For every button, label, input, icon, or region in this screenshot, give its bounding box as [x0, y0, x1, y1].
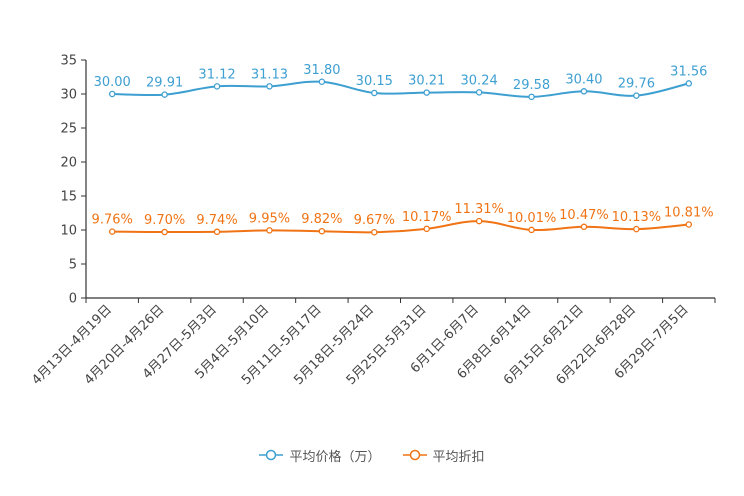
data-label-price: 29.58	[513, 78, 550, 93]
data-point-discount	[528, 226, 535, 234]
data-point-discount	[685, 221, 693, 228]
series-line-discount	[112, 220, 689, 234]
y-tick-label: 25	[60, 122, 77, 137]
data-point-price	[528, 93, 535, 101]
data-point-discount	[423, 225, 430, 233]
data-point-discount	[371, 228, 378, 236]
data-label-discount: 9.70%	[144, 213, 185, 228]
y-tick-label: 5	[69, 258, 77, 273]
legend-price-label: 平均价格（万）	[289, 449, 381, 465]
data-point-price	[213, 83, 221, 90]
data-label-price: 30.24	[461, 73, 498, 88]
series-line-price	[112, 80, 690, 98]
data-label-price: 29.76	[618, 77, 655, 92]
data-label-price: 30.15	[356, 74, 393, 89]
data-label-price: 31.80	[303, 63, 340, 78]
legend-item-discount[interactable]: 平均折扣	[402, 446, 485, 465]
data-label-price: 29.91	[146, 76, 183, 91]
data-label-discount: 10.17%	[402, 210, 452, 225]
data-point-discount	[475, 217, 483, 225]
legend-discount-marker-icon	[402, 449, 427, 461]
y-tick-label: 20	[60, 156, 77, 171]
legend-price-marker-icon	[259, 449, 284, 461]
data-label-discount: 9.95%	[249, 211, 290, 226]
data-label-price: 30.21	[408, 74, 445, 89]
data-label-price: 30.40	[565, 72, 602, 87]
y-tick-label: 30	[60, 88, 77, 103]
data-label-price: 31.13	[251, 67, 288, 82]
data-point-price	[266, 83, 273, 90]
data-label-price: 31.12	[198, 67, 235, 82]
data-label-discount: 9.82%	[301, 212, 342, 227]
data-point-discount	[161, 228, 168, 236]
data-point-discount	[213, 228, 221, 236]
legend-item-price[interactable]: 平均价格（万）	[259, 446, 381, 465]
data-point-discount	[580, 223, 588, 231]
data-point-price	[318, 78, 326, 86]
data-point-discount	[266, 227, 273, 234]
data-point-price	[580, 88, 588, 95]
y-tick-label: 10	[60, 224, 77, 239]
data-label-discount: 11.31%	[454, 202, 504, 217]
data-point-discount	[318, 227, 326, 235]
y-tick-label: 35	[60, 54, 77, 69]
data-label-discount: 10.01%	[507, 211, 557, 226]
data-point-price	[371, 89, 378, 97]
data-label-discount: 9.67%	[354, 213, 395, 228]
data-label-discount: 9.74%	[196, 213, 237, 228]
data-label-discount: 10.13%	[612, 210, 662, 225]
data-point-price	[475, 89, 483, 96]
data-label-price: 30.00	[94, 75, 131, 90]
y-tick-label: 0	[69, 292, 77, 307]
data-point-price	[685, 80, 693, 87]
y-tick-label: 15	[60, 190, 77, 205]
data-point-price	[108, 90, 116, 98]
legend-discount-label: 平均折扣	[432, 449, 485, 465]
data-point-price	[423, 89, 430, 96]
data-label-discount: 9.76%	[92, 213, 133, 228]
legend: 平均价格（万） 平均折扣	[0, 444, 744, 466]
data-point-discount	[633, 225, 640, 233]
data-point-price	[633, 92, 640, 99]
data-label-price: 31.56	[670, 64, 707, 79]
data-label-discount: 10.81%	[664, 205, 714, 220]
data-point-discount	[108, 228, 116, 235]
data-label-discount: 10.47%	[559, 208, 609, 223]
data-point-price	[161, 91, 168, 98]
